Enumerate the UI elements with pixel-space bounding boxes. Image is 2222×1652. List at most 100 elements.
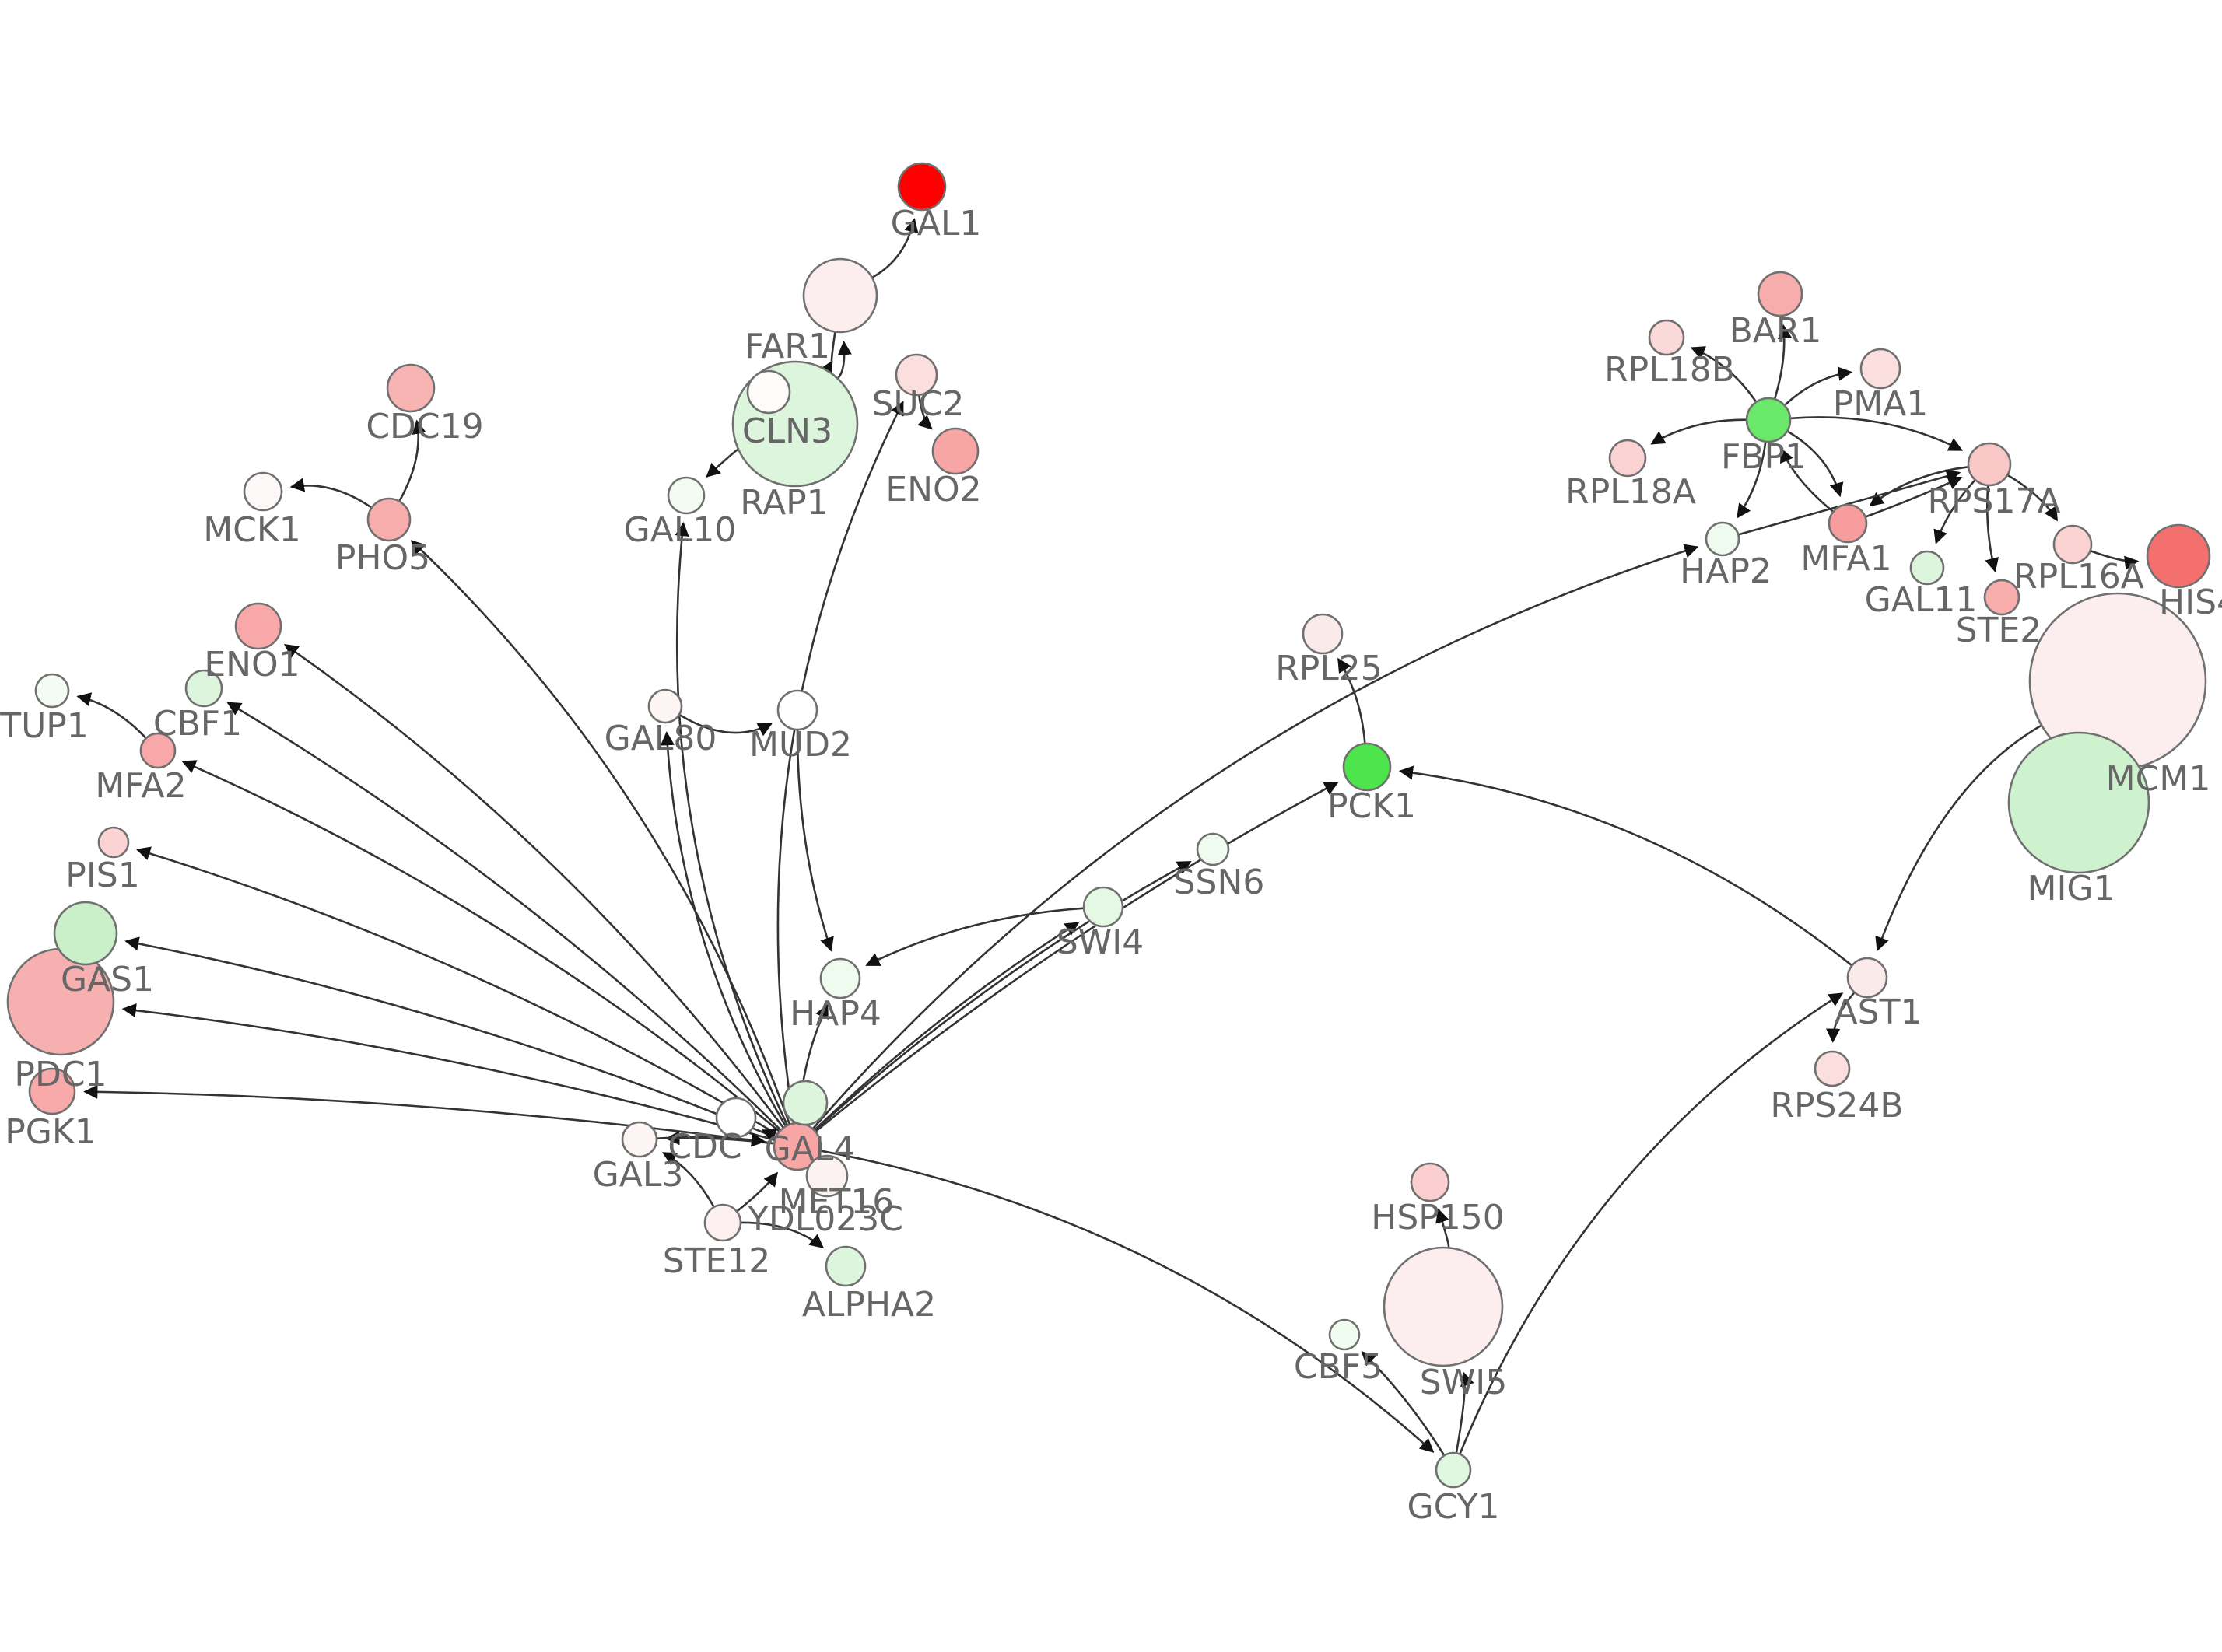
edge-fbp1-to-rpl18b[interactable] <box>1690 346 1757 402</box>
edge-gal4-to-pho5[interactable] <box>410 540 790 1125</box>
node-circle-ste2[interactable] <box>1983 579 2020 616</box>
edge-swi4-to-hap4[interactable] <box>865 907 1084 967</box>
node-pis1[interactable] <box>97 826 130 859</box>
edge-rps17a-to-rpl16a[interactable] <box>2007 474 2059 522</box>
node-circle-hap2[interactable] <box>1705 521 1740 557</box>
edge-rps17a-to-gal11[interactable] <box>1933 479 1976 544</box>
edge-gal4-to-pis1[interactable] <box>135 846 778 1136</box>
node-mig1[interactable] <box>2007 731 2150 874</box>
node-ste2[interactable] <box>1983 579 2020 616</box>
node-cbf5[interactable] <box>1328 1318 1361 1351</box>
node-circle-rpl16a[interactable] <box>2052 524 2093 565</box>
edge-pho5-to-mck1[interactable] <box>289 478 372 509</box>
edge-hap2-to-rps17a[interactable] <box>1738 469 1961 536</box>
node-circle-pis1[interactable] <box>97 826 130 859</box>
node-circle-cdc19[interactable] <box>386 363 436 413</box>
node-gal80[interactable] <box>647 688 683 724</box>
node-circle-ast1[interactable] <box>1846 957 1888 999</box>
node-circle-cdc[interactable] <box>715 1097 757 1139</box>
edge-fbp1-to-hap2[interactable] <box>1737 442 1767 519</box>
node-fbp1[interactable] <box>1745 397 1792 443</box>
node-circle-gal80[interactable] <box>647 688 683 724</box>
node-circle-his4[interactable] <box>2146 523 2211 589</box>
node-circle-rps24b[interactable] <box>1814 1050 1851 1087</box>
edge-gcy1-to-cbf5[interactable] <box>1361 1351 1445 1456</box>
node-gas1[interactable] <box>53 901 118 966</box>
node-circle-fbp1[interactable] <box>1745 397 1792 443</box>
edge-fbp1-to-bar1[interactable] <box>1774 324 1793 399</box>
node-circle-rap1[interactable] <box>746 369 791 415</box>
node-gal3[interactable] <box>621 1121 658 1158</box>
node-mud2[interactable] <box>776 689 818 731</box>
edge-gal4-to-cbf1[interactable] <box>226 702 781 1131</box>
edge-rps17a-to-ste2[interactable] <box>1985 485 1999 572</box>
node-rap1[interactable] <box>746 369 791 415</box>
node-rpl18b[interactable] <box>1648 319 1685 356</box>
node-pho5[interactable] <box>366 497 412 542</box>
edge-gal4-to-mfa2[interactable] <box>181 760 780 1132</box>
edge-gal4-to-hap2[interactable] <box>812 544 1699 1129</box>
node-rpl16a[interactable] <box>2052 524 2093 565</box>
node-circle-gal11[interactable] <box>1909 550 1945 586</box>
node-rps24b[interactable] <box>1814 1050 1851 1087</box>
node-mfa1[interactable] <box>1828 503 1868 544</box>
edge-rpl16a-to-his4[interactable] <box>2091 550 2140 570</box>
node-mfa2[interactable] <box>139 732 177 769</box>
node-circle-alpha2[interactable] <box>825 1245 867 1287</box>
edge-gal80-to-mud2[interactable] <box>679 714 773 737</box>
edge-ste12-to-alpha2[interactable] <box>741 1221 825 1249</box>
node-met16[interactable] <box>782 1080 829 1126</box>
edge-cln3-to-far1[interactable] <box>837 340 852 379</box>
node-circle-hsp150[interactable] <box>1410 1162 1450 1202</box>
node-gal10[interactable] <box>667 476 706 515</box>
node-circle-rps17a[interactable] <box>1967 442 2012 487</box>
node-circle-bar1[interactable] <box>1757 271 1803 317</box>
node-circle-met16[interactable] <box>782 1080 829 1126</box>
edge-ast1-to-rps24b[interactable] <box>1826 992 1855 1043</box>
node-circle-ste12[interactable] <box>703 1203 742 1242</box>
node-circle-gas1[interactable] <box>53 901 118 966</box>
edge-far1-to-gal1[interactable] <box>872 218 919 278</box>
node-mck1[interactable] <box>243 471 283 512</box>
edge-mcm1-to-ast1[interactable] <box>1875 724 2042 952</box>
edge-gal4-to-gcy1[interactable] <box>821 1150 1435 1453</box>
node-pma1[interactable] <box>1859 348 1901 390</box>
edge-gal4-to-gal80[interactable] <box>660 731 787 1126</box>
edge-far1-to-cln3[interactable] <box>819 332 836 376</box>
edge-ste12-to-gal3[interactable] <box>661 1152 715 1207</box>
node-rps17a[interactable] <box>1967 442 2012 487</box>
node-circle-pho5[interactable] <box>366 497 412 542</box>
node-far1[interactable] <box>802 257 878 334</box>
edge-pck1-to-rpl25[interactable] <box>1337 657 1366 744</box>
node-gal1[interactable] <box>897 162 947 212</box>
node-eno2[interactable] <box>931 427 980 475</box>
node-suc2[interactable] <box>895 353 938 397</box>
edge-swi5-to-hsp150[interactable] <box>1435 1208 1450 1248</box>
node-circle-far1[interactable] <box>802 257 878 334</box>
edge-pho5-to-cdc19[interactable] <box>398 419 426 502</box>
node-bar1[interactable] <box>1757 271 1803 317</box>
edge-fbp1-to-rps17a[interactable] <box>1790 416 1964 451</box>
edge-gal4-to-pgk1[interactable] <box>83 1084 774 1145</box>
node-circle-mud2[interactable] <box>776 689 818 731</box>
node-gcy1[interactable] <box>1435 1451 1472 1489</box>
edge-gal4-to-swi4[interactable] <box>814 922 1080 1131</box>
node-cdc19[interactable] <box>386 363 436 413</box>
node-swi4[interactable] <box>1082 886 1124 928</box>
edge-ste12-to-gal4[interactable] <box>736 1171 778 1213</box>
node-circle-rpl25[interactable] <box>1302 613 1344 655</box>
node-ste12[interactable] <box>703 1203 742 1242</box>
edge-mfa1-to-fbp1[interactable] <box>1780 447 1834 513</box>
node-hsp150[interactable] <box>1410 1162 1450 1202</box>
node-ast1[interactable] <box>1846 957 1888 999</box>
node-pck1[interactable] <box>1342 742 1392 792</box>
node-circle-gal3[interactable] <box>621 1121 658 1158</box>
edge-gal4-to-suc2[interactable] <box>776 401 904 1123</box>
edge-mud2-to-hap4[interactable] <box>796 730 834 952</box>
node-ssn6[interactable] <box>1196 832 1230 866</box>
edge-gal4-to-gas1[interactable] <box>124 936 776 1139</box>
edge-mfa2-to-tup1[interactable] <box>76 692 147 739</box>
node-cbf1[interactable] <box>184 669 223 708</box>
node-circle-rpl18a[interactable] <box>1608 439 1647 478</box>
node-circle-suc2[interactable] <box>895 353 938 397</box>
